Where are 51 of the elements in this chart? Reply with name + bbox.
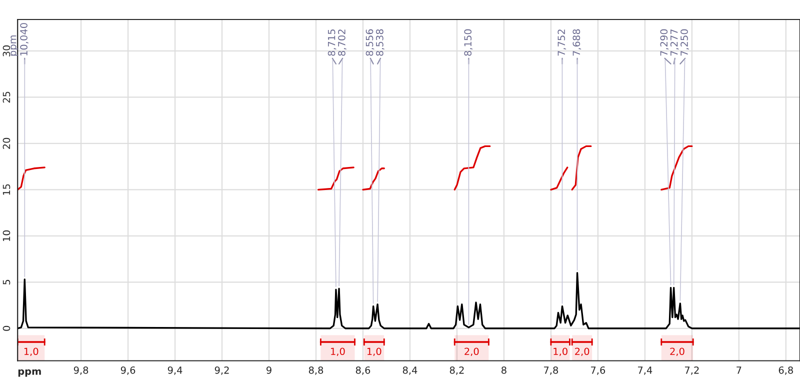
x-tick-label: 9,4 (168, 366, 182, 375)
y-tick-label: 30 (2, 45, 10, 56)
line-series (454, 145, 491, 190)
y-tick-label: 0 (2, 326, 10, 331)
band-label: 1,0 (331, 348, 345, 356)
annotation: 8,556 (366, 29, 374, 56)
band-label: 1,0 (24, 348, 38, 356)
x-tick-label: 8,6 (356, 366, 370, 375)
x-tick-label: 8,4 (402, 366, 418, 375)
annotation: 7,250 (680, 29, 689, 56)
line-series (550, 166, 568, 190)
x-tick-label: 9,6 (120, 366, 136, 375)
line-series (318, 166, 354, 190)
x-tick-label: 8,2 (450, 366, 464, 375)
x-tick-label: 7,8 (544, 366, 558, 375)
y-tick-label: 20 (2, 138, 10, 149)
line-series (660, 145, 693, 190)
x-tick-label: 9,2 (214, 366, 229, 375)
y-tick-label: 15 (2, 184, 10, 195)
x-tick-label: 6,8 (778, 366, 793, 375)
annotation: 8,150 (464, 29, 473, 56)
annotation: 7,290 (660, 29, 669, 56)
annotation: 7,752 (558, 30, 566, 56)
line-series (362, 168, 385, 190)
y-tick-label: 5 (2, 280, 10, 284)
y-tick-label: 25 (2, 92, 10, 103)
x-tick-label: 7,6 (591, 366, 606, 375)
x-tick-label: 9 (266, 366, 272, 374)
x-tick-label: 7,2 (684, 366, 699, 375)
x-tick-label: 7 (736, 366, 742, 374)
band-label: 2,0 (575, 348, 590, 356)
band-label: 2,0 (464, 348, 479, 356)
annotation: 7,277 (670, 29, 679, 56)
line-series (571, 145, 592, 190)
annotation: 8,538 (376, 29, 384, 56)
line-series (18, 272, 800, 330)
x-tick-label: 8 (502, 366, 506, 374)
annotation: ppm (10, 35, 18, 56)
x-tick-label: 8,8 (308, 366, 324, 375)
annotation: 8,702 (338, 30, 346, 56)
band-label: 1,0 (367, 348, 382, 356)
annotation: 7,688 (572, 29, 582, 56)
band-label: 1,0 (554, 348, 568, 356)
line-series (18, 166, 46, 190)
x-tick-label: 7,4 (638, 366, 652, 375)
x-tick-label: 9,8 (74, 366, 88, 375)
y-tick-label: 10 (2, 230, 10, 242)
band-label: 2,0 (670, 348, 684, 356)
annotation: 8,715 (328, 29, 336, 56)
annotation: 10,040 (20, 23, 28, 56)
x-axis-title: ppm (18, 369, 41, 377)
